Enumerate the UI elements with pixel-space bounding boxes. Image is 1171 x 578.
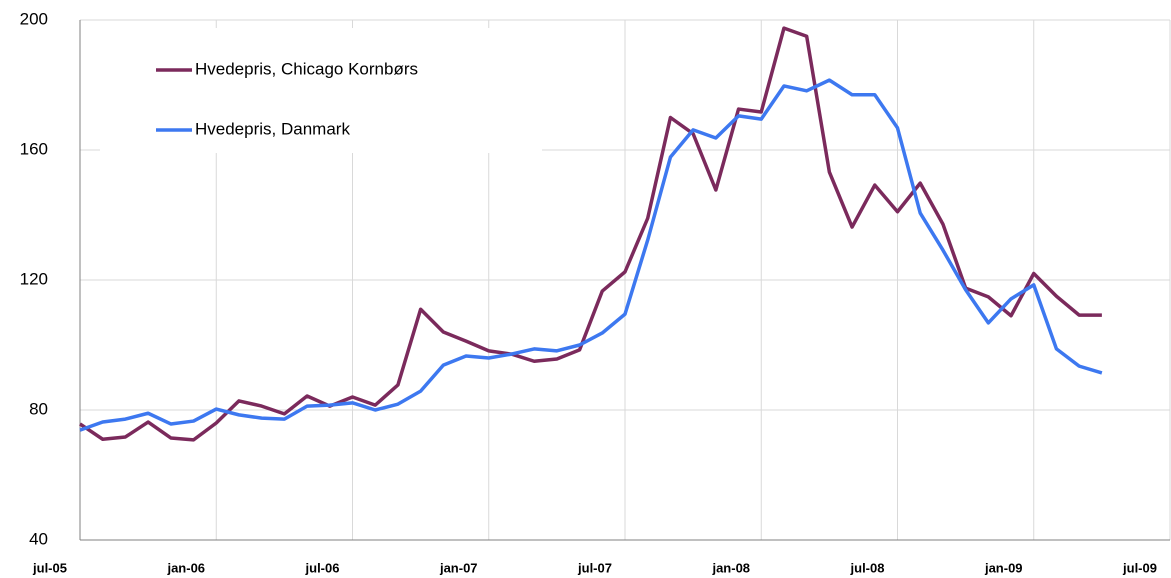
x-tick-label: jan-06: [166, 560, 205, 575]
y-tick-label: 120: [20, 269, 48, 288]
y-tick-label: 40: [29, 529, 48, 548]
x-tick-label: jul-06: [305, 560, 340, 575]
x-tick-label: jul-08: [850, 560, 885, 575]
x-tick-label: jan-07: [439, 560, 478, 575]
x-tick-label: jul-09: [1122, 560, 1157, 575]
y-tick-label: 80: [29, 399, 48, 418]
x-tick-label: jan-08: [711, 560, 750, 575]
x-tick-label: jan-09: [984, 560, 1023, 575]
series-line: [79, 26, 1102, 442]
x-tick-label: jul-07: [577, 560, 612, 575]
legend-box: [100, 28, 542, 153]
y-tick-label: 160: [20, 139, 48, 158]
legend-label: Hvedepris, Danmark: [195, 119, 350, 138]
series-line: [79, 78, 1103, 432]
x-tick-label: jul-05: [32, 560, 67, 575]
y-tick-label: 200: [20, 9, 48, 28]
legend-label: Hvedepris, Chicago Kornbørs: [195, 59, 418, 78]
